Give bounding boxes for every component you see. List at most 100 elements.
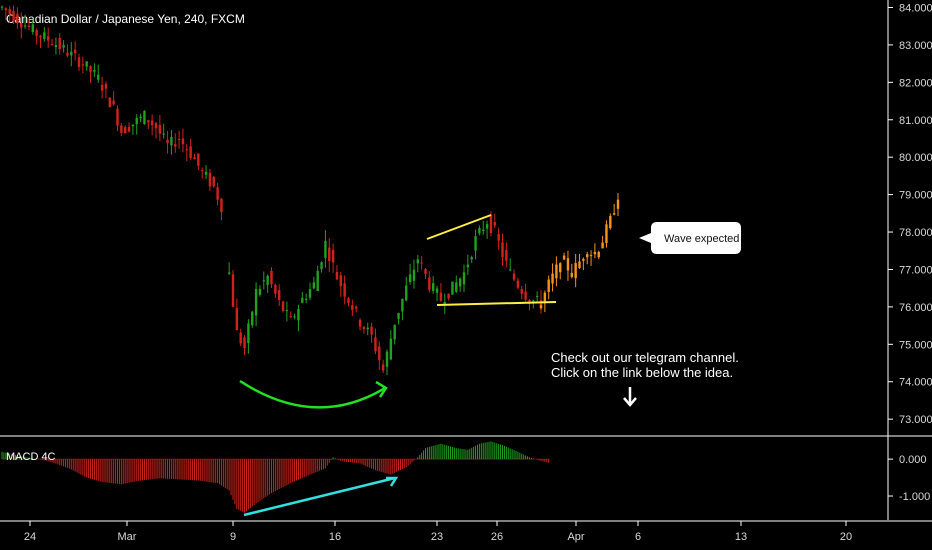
projected-candle-18 [609,213,612,230]
projected-candle-13 [589,250,593,266]
candle-basing-31 [347,296,350,307]
triangle-bottom-line [436,301,557,306]
drawings [239,214,557,517]
candle-basing-39 [378,341,381,370]
projection-series [539,193,620,313]
macd-tick-label: -1.000 [899,491,930,503]
candle-basing-22 [312,276,316,290]
candle-decline-41 [158,114,162,142]
price-tick-label: 80.000 [899,152,932,164]
candle-decline-44 [170,129,173,155]
candle-basing-60 [458,277,462,292]
price-tick-label: 84.000 [899,2,932,14]
triangle-top-line [426,214,492,240]
candle-decline-10 [39,34,42,48]
candle-decline-3 [12,5,15,25]
candle-decline-8 [31,19,34,35]
candle-basing-20 [304,293,308,304]
candle-basing-28 [335,265,339,281]
candle-basing-0 [227,262,231,275]
candle-basing-49 [416,255,419,273]
callout-text: Wave expected [664,233,739,245]
price-tick-label: 83.000 [899,40,932,52]
candle-basing-76 [520,285,523,300]
projected-candle-20 [616,193,620,216]
macd-label: MACD 4C [6,451,56,463]
candle-basing-27 [331,243,335,273]
candle-decline-28 [108,96,111,108]
candle-decline-39 [150,114,154,136]
candle-decline-46 [177,130,181,149]
candle-basing-54 [435,285,439,301]
candle-decline-57 [220,198,223,221]
candle-decline-4 [16,7,19,29]
projected-candle-6 [562,252,566,261]
candle-basing-62 [466,254,470,275]
projected-candle-17 [605,220,608,248]
candle-basing-16 [289,311,292,319]
projected-candle-8 [570,263,573,279]
candle-decline-25 [97,64,100,83]
candle-decline-22 [85,61,88,71]
candle-decline-32 [124,125,127,134]
candle-decline-27 [104,81,108,99]
candle-basing-77 [524,283,527,302]
macd-axis: 0.000 -1.000 [888,454,930,503]
candle-basing-75 [516,277,520,290]
candle-basing-41 [385,349,389,376]
candle-decline-35 [135,114,138,135]
candle-basing-42 [389,330,393,361]
candle-decline-48 [185,144,188,162]
projected-candle-5 [559,262,562,280]
candle-basing-4 [243,334,246,356]
date-tick-label: 26 [491,531,503,543]
candle-basing-52 [428,271,431,293]
date-tick-label: Apr [567,531,584,543]
candle-basing-47 [408,263,412,285]
price-tick-label: 79.000 [899,190,932,202]
candle-decline-30 [116,105,119,132]
projected-candle-2 [547,275,550,300]
projected-candle-10 [578,253,581,270]
date-tick-label: 24 [24,531,36,543]
price-tick-label: 81.000 [899,115,932,127]
candle-basing-34 [358,318,362,331]
candle-decline-56 [216,182,219,206]
candle-decline-42 [162,123,165,139]
candle-basing-11 [270,267,273,289]
candle-decline-0 [0,5,4,11]
candle-basing-61 [462,264,466,293]
candle-basing-2 [235,298,239,331]
candle-basing-35 [362,325,366,334]
candle-decline-13 [50,39,54,46]
candle-basing-45 [401,298,404,321]
candle-basing-59 [455,275,458,294]
candle-decline-51 [197,153,200,171]
candle-basing-7 [254,282,258,327]
candle-basing-55 [439,283,443,302]
candle-basing-32 [351,299,354,317]
candle-basing-50 [420,256,423,270]
projected-candle-14 [593,243,597,259]
candle-basing-6 [251,310,254,328]
candle-decline-52 [201,167,204,179]
candle-basing-15 [285,301,289,322]
projected-candle-4 [555,256,558,287]
candle-basing-1 [231,270,235,308]
candle-decline-33 [127,122,131,133]
candle-basing-44 [397,312,400,325]
price-tick-label: 75.000 [899,339,932,351]
candle-decline-53 [204,165,208,180]
chart-title: Canadian Dollar / Japanese Yen, 240, FXC… [6,12,245,26]
candle-basing-24 [320,261,323,273]
candle-decline-38 [147,119,150,130]
candle-decline-5 [20,12,23,39]
arc-arrow-head [375,380,388,398]
projected-candle-15 [597,250,600,260]
candlestick-series [0,5,543,376]
candle-basing-53 [432,276,435,294]
date-tick-label: 6 [635,531,641,543]
candle-decline-9 [35,28,38,45]
down-arrow-icon [623,387,637,407]
